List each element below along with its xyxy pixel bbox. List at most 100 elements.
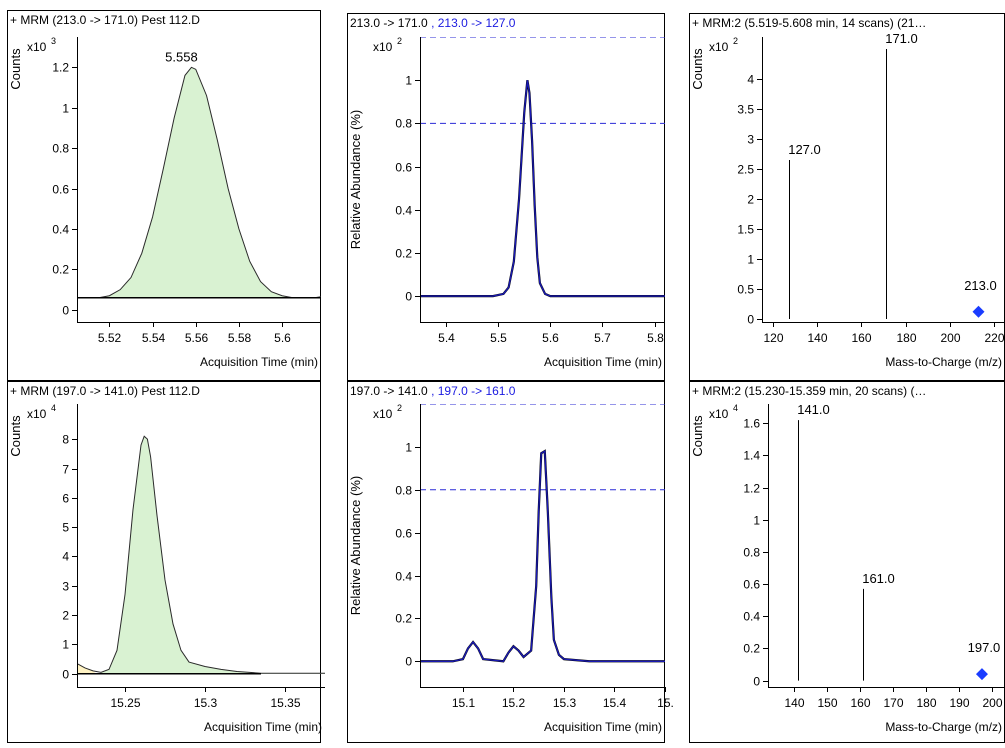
y-tick-label: 1 bbox=[753, 514, 760, 528]
panel-4: + MRM (197.0 -> 141.0) Pest 112.D Countsx… bbox=[8, 382, 326, 743]
y-tick-label: 0.6 bbox=[395, 527, 412, 541]
y-tick-label: 1.5 bbox=[737, 223, 754, 237]
scale-label: x10 bbox=[27, 40, 47, 54]
x-axis-label: Acquisition Time (min) bbox=[200, 355, 318, 369]
qualifier-label: , 197.0 -> 161.0 bbox=[428, 384, 516, 398]
scale-label: x10 bbox=[27, 407, 47, 421]
scale-label: x10 bbox=[373, 407, 393, 421]
panel-frame bbox=[690, 382, 1005, 743]
y-tick-label: 0.2 bbox=[52, 263, 69, 277]
x-tick-label: 180 bbox=[916, 696, 936, 710]
scale-exponent: 2 bbox=[397, 36, 402, 46]
x-tick-label: 15. bbox=[657, 696, 674, 710]
x-tick-label: 15.25 bbox=[110, 696, 140, 710]
x-tick-label: 15.35 bbox=[270, 696, 300, 710]
panel-5: 197.0 -> 141.0 , 197.0 -> 161.0Relative … bbox=[348, 382, 674, 743]
y-tick-label: 5 bbox=[62, 521, 69, 535]
chart-header: + MRM:2 (15.230-15.359 min, 20 scans) (… bbox=[692, 384, 926, 398]
panel-3: + MRM:2 (5.519-5.608 min, 14 scans) (21…… bbox=[690, 14, 1005, 381]
x-tick-label: 15.3 bbox=[194, 696, 218, 710]
panel-frame bbox=[348, 14, 665, 381]
x-axis-label: Acquisition Time (min) bbox=[544, 355, 662, 369]
scale-label: x10 bbox=[709, 407, 729, 421]
panel-frame bbox=[690, 14, 1005, 381]
mass-peak-label: 171.0 bbox=[885, 31, 918, 46]
y-tick-label: 0.2 bbox=[395, 247, 412, 261]
x-tick-label: 200 bbox=[982, 696, 1002, 710]
y-tick-label: 3 bbox=[62, 580, 69, 594]
y-tick-label: 0.6 bbox=[743, 578, 760, 592]
y-tick-label: 1 bbox=[62, 102, 69, 116]
y-tick-label: 0 bbox=[747, 313, 754, 327]
y-axis-label: Counts bbox=[8, 415, 23, 457]
x-tick-label: 5.6 bbox=[274, 331, 291, 345]
scale-exponent: 4 bbox=[51, 403, 56, 413]
peak-label: 5.558 bbox=[165, 49, 198, 64]
y-tick-label: 4 bbox=[62, 550, 69, 564]
x-axis-label: Mass-to-Charge (m/z) bbox=[885, 720, 1002, 734]
qualifier-label: , 213.0 -> 127.0 bbox=[428, 16, 516, 30]
scale-label: x10 bbox=[373, 40, 393, 54]
y-tick-label: 0.8 bbox=[395, 484, 412, 498]
y-tick-label: 0 bbox=[405, 655, 412, 669]
x-tick-label: 5.52 bbox=[98, 331, 122, 345]
x-tick-label: 150 bbox=[817, 696, 837, 710]
y-tick-label: 0.6 bbox=[395, 161, 412, 175]
y-tick-label: 0 bbox=[62, 304, 69, 318]
y-tick-label: 6 bbox=[62, 492, 69, 506]
panel-frame bbox=[8, 382, 321, 743]
x-tick-label: 200 bbox=[940, 331, 960, 345]
y-tick-label: 1 bbox=[62, 638, 69, 652]
x-tick-label: 5.56 bbox=[185, 331, 209, 345]
y-tick-label: 0.4 bbox=[52, 223, 69, 237]
y-tick-label: 3.5 bbox=[737, 103, 754, 117]
x-tick-label: 15.2 bbox=[502, 696, 526, 710]
y-tick-label: 0.6 bbox=[52, 183, 69, 197]
y-tick-label: 0.4 bbox=[395, 204, 412, 218]
chart-header: + MRM:2 (5.519-5.608 min, 14 scans) (21… bbox=[692, 16, 926, 30]
precursor-label: 197.0 bbox=[968, 640, 1001, 655]
y-tick-label: 1 bbox=[405, 74, 412, 88]
panel-frame bbox=[348, 382, 665, 743]
x-tick-label: 5.58 bbox=[228, 331, 252, 345]
y-tick-label: 2 bbox=[62, 609, 69, 623]
y-tick-label: 2 bbox=[747, 193, 754, 207]
scale-exponent: 2 bbox=[733, 36, 738, 46]
y-tick-label: 0 bbox=[62, 668, 69, 682]
x-tick-label: 190 bbox=[949, 696, 969, 710]
y-tick-label: 3 bbox=[747, 133, 754, 147]
x-tick-label: 140 bbox=[807, 331, 827, 345]
y-axis-label: Counts bbox=[690, 415, 705, 457]
y-tick-label: 0 bbox=[405, 290, 412, 304]
y-tick-label: 2.5 bbox=[737, 163, 754, 177]
scale-label: x10 bbox=[709, 40, 729, 54]
chart-header: + MRM (213.0 -> 171.0) Pest 112.D bbox=[10, 13, 200, 27]
y-tick-label: 1 bbox=[747, 253, 754, 267]
mass-peak-label: 127.0 bbox=[788, 142, 821, 157]
panel-1: + MRM (213.0 -> 171.0) Pest 112.DCountsx… bbox=[8, 11, 322, 381]
x-tick-label: 170 bbox=[883, 696, 903, 710]
x-axis-label: Mass-to-Charge (m/z) bbox=[885, 355, 1002, 369]
y-tick-label: 0.2 bbox=[743, 642, 760, 656]
x-tick-label: 160 bbox=[851, 331, 871, 345]
x-tick-label: 120 bbox=[763, 331, 783, 345]
y-tick-label: 0.2 bbox=[395, 612, 412, 626]
y-tick-label: 0.4 bbox=[395, 570, 412, 584]
y-tick-label: 0.5 bbox=[737, 283, 754, 297]
scale-exponent: 2 bbox=[397, 403, 402, 413]
y-tick-label: 1 bbox=[405, 441, 412, 455]
x-tick-label: 160 bbox=[850, 696, 870, 710]
x-tick-label: 15.3 bbox=[553, 696, 577, 710]
scale-exponent: 4 bbox=[733, 403, 738, 413]
x-tick-label: 5.5 bbox=[490, 331, 507, 345]
chart-header: 213.0 -> 171.0 , 213.0 -> 127.0 bbox=[350, 16, 516, 30]
x-tick-label: 5.6 bbox=[542, 331, 559, 345]
x-tick-label: 5.7 bbox=[594, 331, 611, 345]
chart-header: + MRM (197.0 -> 141.0) Pest 112.D bbox=[10, 384, 200, 398]
mass-peak-label: 161.0 bbox=[862, 571, 895, 586]
x-tick-label: 180 bbox=[896, 331, 916, 345]
chart-header: 197.0 -> 141.0 , 197.0 -> 161.0 bbox=[350, 384, 516, 398]
y-tick-label: 0.8 bbox=[395, 117, 412, 131]
